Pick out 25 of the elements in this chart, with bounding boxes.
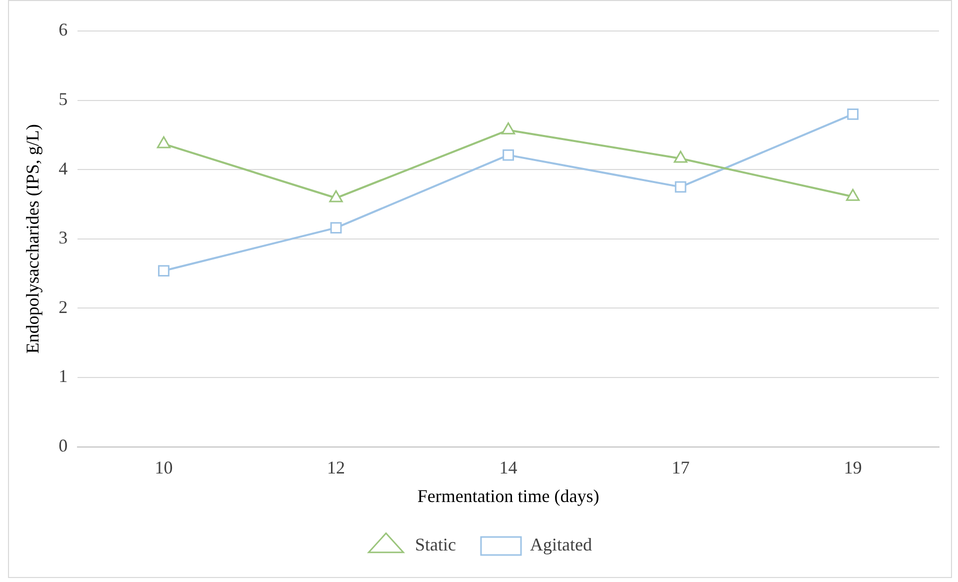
x-axis-title: Fermentation time (days)	[417, 486, 600, 506]
point	[674, 181, 686, 193]
y-tick-label: 2	[58, 296, 68, 317]
y-tick-label: 5	[58, 89, 68, 110]
legend-label: Static	[415, 534, 456, 555]
point	[158, 265, 170, 276]
point	[501, 122, 516, 134]
y-tick-label: 6	[58, 20, 68, 40]
x-tick-label: 19	[844, 457, 862, 478]
point	[502, 149, 514, 161]
point	[674, 150, 688, 163]
x-tick-label: 12	[327, 457, 346, 478]
x-tick-label: 17	[672, 457, 690, 478]
y-tick-label: 3	[58, 228, 68, 248]
y-axis-title: Endopolysaccharides (IPS, g/L)	[22, 124, 43, 354]
point	[846, 188, 860, 201]
y-tick-label: 4	[58, 158, 68, 178]
x-tick-label: 14	[499, 457, 518, 478]
y-tick-label: 0	[58, 436, 68, 456]
point	[330, 222, 342, 234]
point	[156, 136, 171, 148]
x-tick-label: 10	[154, 457, 173, 478]
legend-label: Agitated	[530, 534, 592, 555]
point	[329, 190, 343, 202]
y-tick-label: 1	[58, 366, 68, 386]
